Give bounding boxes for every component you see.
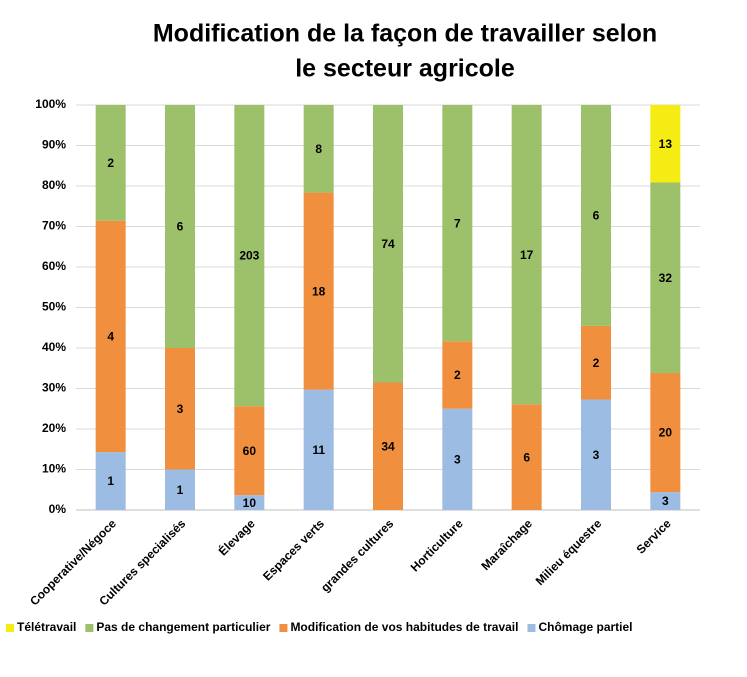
y-tick-label: 30% bbox=[42, 381, 66, 395]
y-tick-label: 10% bbox=[42, 462, 66, 476]
x-tick-label: Service bbox=[634, 516, 674, 556]
x-tick-label: Horticulture bbox=[408, 516, 466, 574]
data-label: 17 bbox=[520, 248, 534, 262]
bar-segment bbox=[95, 220, 126, 453]
bar-segment bbox=[95, 105, 126, 221]
bar-segment bbox=[650, 492, 681, 510]
bar-segment bbox=[165, 348, 195, 470]
y-tick-label: 60% bbox=[42, 259, 66, 273]
y-tick-label: 80% bbox=[42, 178, 66, 192]
bar-segment bbox=[511, 404, 542, 510]
bar-segment bbox=[373, 105, 403, 383]
bar-segment bbox=[303, 105, 334, 193]
data-label: 7 bbox=[454, 216, 461, 230]
legend-label: Modification de vos habitudes de travail bbox=[290, 620, 518, 634]
bar-segment bbox=[234, 105, 265, 407]
y-tick-label: 90% bbox=[42, 138, 66, 152]
data-label: 2 bbox=[454, 368, 461, 382]
bar-segment bbox=[650, 373, 681, 493]
bar-segment bbox=[650, 182, 681, 374]
bar-segment bbox=[581, 325, 611, 400]
y-tick-label: 70% bbox=[42, 219, 66, 233]
data-label: 3 bbox=[662, 494, 669, 508]
legend-swatch bbox=[527, 624, 536, 632]
y-tick-label: 20% bbox=[42, 421, 66, 435]
data-label: 10 bbox=[243, 496, 257, 510]
legend-label: Télétravail bbox=[17, 620, 76, 634]
data-label: 203 bbox=[239, 249, 259, 263]
data-label: 4 bbox=[107, 330, 114, 344]
x-tick-label: grandes cultures bbox=[318, 516, 397, 595]
bar-segment bbox=[442, 341, 473, 409]
data-label: 2 bbox=[593, 356, 600, 370]
data-label: 74 bbox=[381, 237, 395, 251]
data-label: 2 bbox=[107, 156, 114, 170]
y-tick-label: 100% bbox=[35, 97, 66, 111]
data-label: 18 bbox=[312, 284, 326, 298]
bar-segment bbox=[165, 469, 195, 510]
y-tick-label: 0% bbox=[49, 502, 67, 516]
bar-segment bbox=[581, 399, 611, 510]
data-label: 1 bbox=[177, 483, 184, 497]
x-tick-label: Espaces verts bbox=[260, 516, 327, 583]
bar-segment bbox=[234, 406, 265, 496]
x-tick-label: Milieu équestre bbox=[533, 516, 605, 588]
bar-segment bbox=[650, 105, 681, 183]
legend-label: Chômage partiel bbox=[538, 620, 632, 634]
chart-title: le secteur agricole bbox=[295, 55, 515, 83]
bar-segment bbox=[165, 105, 195, 348]
data-label: 60 bbox=[243, 444, 257, 458]
legend-swatch bbox=[279, 624, 288, 632]
bar-segment bbox=[581, 105, 611, 326]
x-tick-label: Maraîchage bbox=[478, 516, 535, 573]
chart-title: Modification de la façon de travailler s… bbox=[153, 20, 657, 48]
data-label: 3 bbox=[177, 402, 184, 416]
data-label: 20 bbox=[659, 426, 673, 440]
bar-segment bbox=[95, 452, 126, 510]
bar-segment bbox=[303, 389, 334, 510]
data-label: 32 bbox=[659, 271, 673, 285]
bar-segment bbox=[234, 495, 265, 510]
data-label: 6 bbox=[177, 220, 184, 234]
bar-segment bbox=[442, 105, 473, 342]
data-label: 6 bbox=[523, 450, 530, 464]
data-label: 6 bbox=[593, 209, 600, 223]
data-label: 11 bbox=[312, 443, 325, 457]
data-label: 8 bbox=[315, 142, 322, 156]
bar-segment bbox=[442, 408, 473, 510]
data-label: 13 bbox=[659, 137, 673, 151]
data-label: 3 bbox=[454, 453, 461, 467]
legend-swatch bbox=[6, 624, 14, 632]
data-label: 1 bbox=[107, 474, 114, 488]
y-tick-label: 50% bbox=[42, 300, 66, 314]
legend-swatch bbox=[85, 624, 94, 632]
bar-segment bbox=[373, 382, 403, 510]
legend-label: Pas de changement particulier bbox=[96, 620, 270, 634]
data-label: 34 bbox=[381, 439, 395, 453]
y-tick-label: 40% bbox=[42, 340, 66, 354]
x-tick-label: Élevage bbox=[215, 516, 258, 559]
bar-segment bbox=[511, 105, 542, 405]
data-label: 3 bbox=[593, 448, 600, 462]
bar-segment bbox=[303, 192, 334, 390]
